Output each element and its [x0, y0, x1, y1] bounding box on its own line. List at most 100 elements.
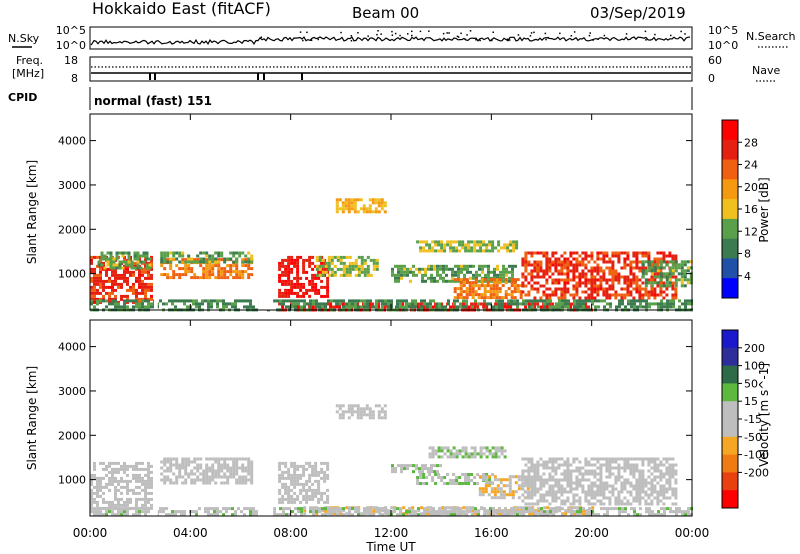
data-cell	[323, 461, 327, 465]
data-cell	[353, 410, 357, 414]
data-cell	[93, 491, 96, 495]
data-cell	[452, 455, 456, 459]
data-cell	[611, 251, 615, 255]
data-cell	[296, 482, 300, 486]
data-cell	[680, 275, 684, 279]
data-cell	[572, 481, 576, 485]
data-cell	[347, 407, 351, 411]
data-cell	[446, 482, 450, 485]
data-cell	[629, 472, 633, 476]
data-cell	[563, 469, 567, 473]
data-cell	[290, 476, 294, 480]
data-cell	[207, 510, 210, 514]
data-cell	[606, 507, 609, 511]
data-cell	[126, 500, 129, 504]
data-cell	[144, 494, 147, 498]
data-cell	[400, 264, 403, 268]
data-cell	[668, 457, 672, 461]
data-cell	[560, 266, 564, 270]
data-cell	[344, 201, 348, 205]
data-cell	[247, 478, 251, 482]
data-cell	[591, 512, 595, 516]
data-cell	[284, 461, 288, 465]
data-cell	[482, 240, 486, 244]
data-cell	[671, 263, 675, 267]
data-cell	[575, 260, 579, 264]
data-cell	[675, 513, 678, 517]
data-cell	[205, 469, 209, 473]
data-cell	[135, 294, 138, 298]
data-cell	[560, 263, 564, 267]
data-cell	[150, 288, 153, 292]
noise-dot	[592, 39, 594, 41]
data-cell	[163, 463, 167, 467]
data-cell	[578, 499, 582, 503]
data-cell	[166, 466, 170, 470]
data-cell	[90, 500, 93, 504]
data-cell	[424, 270, 427, 274]
data-cell	[210, 299, 213, 303]
data-cell	[485, 249, 489, 253]
data-cell	[329, 302, 333, 306]
data-cell	[425, 243, 429, 247]
data-cell	[366, 302, 369, 306]
data-cell	[502, 276, 505, 280]
data-cell	[190, 478, 194, 482]
data-cell	[436, 464, 439, 468]
data-cell	[186, 299, 189, 303]
data-cell	[552, 305, 555, 309]
data-cell	[150, 261, 153, 265]
data-cell	[503, 449, 507, 453]
data-cell	[278, 276, 282, 280]
data-cell	[554, 260, 558, 264]
data-cell	[296, 261, 300, 265]
data-cell	[208, 267, 212, 271]
data-cell	[608, 502, 612, 506]
data-cell	[668, 275, 672, 279]
nave-tick-bottom: 0	[708, 72, 715, 85]
data-cell	[102, 491, 105, 495]
data-cell	[644, 278, 648, 282]
data-cell	[482, 446, 486, 450]
data-cell	[144, 294, 147, 298]
data-cell	[342, 507, 345, 511]
data-cell	[536, 502, 540, 506]
data-cell	[614, 275, 618, 279]
data-cell	[530, 478, 534, 482]
data-cell	[493, 490, 497, 494]
data-cell	[96, 273, 99, 277]
data-cell	[290, 255, 294, 259]
data-cell	[190, 270, 194, 274]
data-cell	[557, 281, 561, 285]
data-cell	[662, 251, 666, 255]
data-cell	[193, 457, 197, 461]
data-cell	[360, 299, 363, 303]
data-cell	[445, 273, 448, 277]
data-cell	[422, 305, 426, 309]
data-cell	[608, 266, 612, 270]
data-cell	[587, 499, 591, 503]
data-cell	[463, 264, 466, 268]
data-cell	[614, 478, 618, 482]
data-cell	[293, 464, 297, 468]
data-cell	[496, 273, 499, 277]
data-cell	[650, 457, 654, 461]
data-cell	[362, 204, 366, 208]
data-cell	[282, 513, 285, 517]
data-cell	[539, 493, 543, 497]
data-cell	[145, 257, 149, 261]
data-cell	[144, 497, 147, 501]
data-cell	[96, 276, 99, 280]
data-cell	[330, 255, 334, 259]
data-cell	[339, 255, 343, 259]
data-cell	[205, 463, 209, 467]
data-cell	[427, 276, 430, 280]
data-cell	[190, 260, 194, 264]
data-cell	[315, 255, 319, 259]
data-cell	[308, 476, 312, 480]
data-cell	[302, 473, 306, 477]
data-cell	[497, 240, 501, 244]
data-cell	[638, 487, 642, 491]
data-cell	[333, 299, 336, 303]
data-cell	[608, 260, 612, 264]
